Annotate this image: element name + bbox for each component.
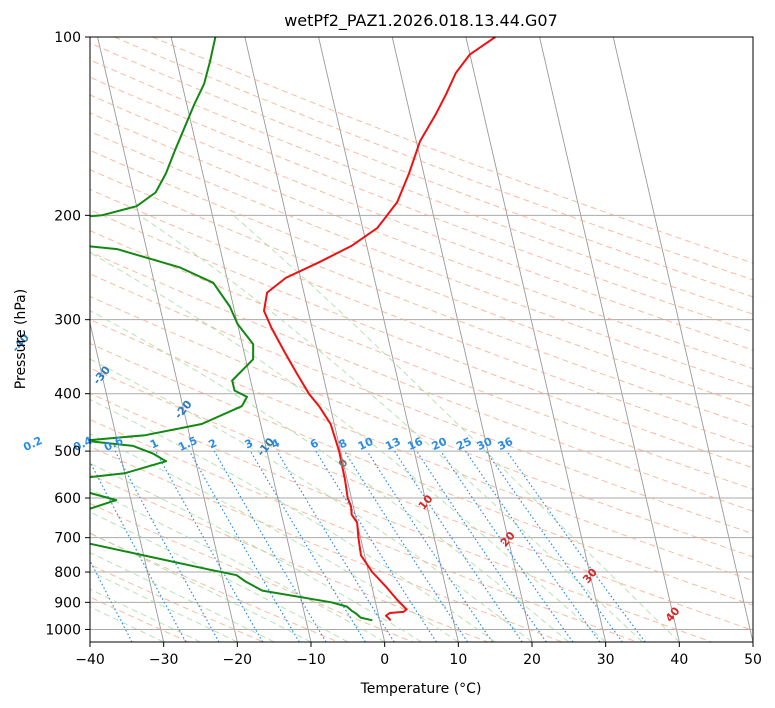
dry-adiabat-line: [90, 445, 563, 642]
y-tick-label: 100: [54, 30, 81, 46]
x-tick-label: 0: [380, 652, 389, 668]
dry-adiabat-line: [90, 342, 753, 606]
plot-frame: [89, 36, 754, 643]
y-tick-label: 200: [54, 208, 81, 224]
isotherm-line: [318, 37, 459, 642]
isotherm-line: [97, 37, 238, 642]
y-axis-label: Pressure (hPa): [13, 289, 29, 389]
mixing-ratio-line: [506, 450, 646, 642]
isotherm-line: [244, 37, 386, 642]
mixing-ratio-line: [366, 450, 493, 642]
mixing-ratio-line: [90, 559, 133, 642]
y-tick-label: 600: [54, 491, 81, 507]
dry-adiabat-line: [90, 319, 753, 582]
y-tick-label: 1000: [45, 622, 81, 638]
x-tick-label: 40: [670, 652, 688, 668]
moist-adiabat-line: [90, 310, 570, 642]
dry-adiabat-line: [152, 37, 753, 264]
isotherm-line: [539, 37, 680, 642]
mixing-ratio-label: 30: [475, 435, 495, 453]
moist-adiabat-line: [90, 570, 238, 642]
x-tick-label: 30: [597, 652, 615, 668]
y-tick-label: 400: [54, 387, 81, 403]
series-layer: [90, 37, 496, 622]
x-tick-label: −30: [149, 652, 179, 668]
mixing-ratio-line: [249, 450, 366, 642]
mixing-ratio-line: [90, 460, 187, 642]
mixing-ratio-label: 16: [405, 435, 425, 453]
mixing-ratio-line: [485, 450, 623, 642]
y-axis-ticks: 100 200 300 400 500 600 700 800 900 1000: [45, 30, 90, 638]
moist-adiabat-line: [90, 358, 533, 642]
dry-adiabat-line: [90, 169, 753, 428]
dry-adiabat-line: [90, 392, 712, 642]
y-tick-label: 700: [54, 531, 81, 547]
mixing-ratio-line: [393, 450, 523, 642]
isotherm-line: [465, 37, 607, 642]
mixing-ratio-line: [440, 450, 574, 642]
mixing-ratio-label: 13: [383, 435, 402, 453]
mixing-ratio-label: 20: [430, 435, 450, 453]
mixing-ratio-line: [315, 450, 437, 642]
mixing-ratio-line: [114, 450, 220, 642]
mixing-ratio-line: [343, 450, 469, 642]
dry-adiabat-line: [90, 112, 753, 370]
mixing-ratio-line: [416, 450, 547, 642]
moist-adiabat-line: [90, 252, 607, 642]
isotherm-line: [612, 37, 753, 642]
moist-adiabat-line: [233, 214, 680, 642]
mixing-ratio-line: [155, 450, 264, 642]
x-axis-ticks: −40 −30 −20 −10 0 10 20 30 40 50: [75, 642, 762, 668]
y-tick-label: 900: [54, 595, 81, 611]
moist-adiabat-line: [90, 462, 422, 642]
y-tick-label: 500: [54, 444, 81, 460]
dry-adiabat-line: [90, 130, 753, 389]
x-tick-label: −20: [223, 652, 253, 668]
dry-adiabat-line: [90, 42, 753, 298]
x-tick-label: −10: [296, 652, 326, 668]
isotherm-line: [90, 321, 165, 642]
dry-adiabat-line: [90, 230, 753, 490]
x-axis-label: Temperature (°C): [360, 681, 482, 697]
y-tick-label: 800: [54, 565, 81, 581]
dry-adiabat-line: [90, 273, 753, 535]
dewpoint-profile-line: [90, 37, 373, 622]
x-tick-label: −40: [75, 652, 105, 668]
mixing-ratio-label: 25: [454, 435, 473, 453]
x-tick-label: 10: [449, 652, 467, 668]
mixing-ratio-label: 36: [496, 435, 516, 453]
dry-adiabat-line: [90, 76, 753, 333]
dry-adiabat-line: [90, 502, 414, 642]
moist-adiabat-line: [90, 532, 312, 642]
temperature-profile-line: [263, 37, 496, 622]
moist-adiabat-line: [90, 552, 275, 642]
y-tick-label: 300: [54, 313, 81, 329]
moist-adiabat-line: [139, 214, 643, 642]
grid-layer: [90, 37, 753, 642]
mixing-ratio-line: [276, 450, 395, 642]
chart-title: wetPf2_PAZ1.2026.018.13.44.G07: [284, 11, 558, 31]
x-tick-label: 20: [523, 652, 541, 668]
x-tick-label: 50: [744, 652, 762, 668]
mixing-ratio-label: 10: [356, 435, 376, 453]
mixing-ratio-line: [465, 450, 601, 642]
dry-adiabat-line: [90, 209, 753, 469]
